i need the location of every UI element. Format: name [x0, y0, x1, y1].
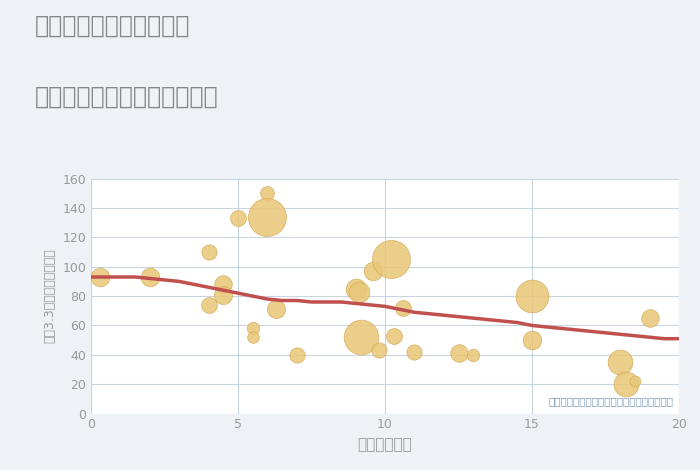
Point [247, 334, 258, 341]
Point [409, 348, 420, 356]
Point [203, 248, 214, 256]
Point [644, 314, 655, 322]
Point [291, 351, 302, 359]
Point [526, 292, 538, 300]
Point [385, 256, 396, 263]
Point [144, 273, 155, 281]
Point [374, 347, 385, 354]
Point [453, 350, 464, 357]
X-axis label: 駅距離（分）: 駅距離（分） [358, 437, 412, 452]
Point [271, 306, 282, 313]
Point [262, 189, 273, 197]
Point [356, 334, 367, 341]
Point [468, 351, 479, 359]
Point [397, 304, 408, 312]
Point [389, 332, 400, 339]
Point [615, 359, 626, 366]
Point [353, 288, 364, 296]
Text: 奈良県奈良市内侍原町の: 奈良県奈良市内侍原町の [35, 14, 190, 38]
Point [620, 381, 631, 388]
Point [247, 325, 258, 332]
Point [218, 291, 229, 298]
Point [94, 273, 106, 281]
Text: 駅距離別中古マンション価格: 駅距離別中古マンション価格 [35, 85, 218, 109]
Point [262, 213, 273, 220]
Point [629, 377, 641, 385]
Point [218, 281, 229, 288]
Point [232, 214, 244, 222]
Y-axis label: 坪（3.3㎡）単価（万円）: 坪（3.3㎡）単価（万円） [43, 249, 57, 344]
Point [368, 267, 379, 275]
Point [203, 301, 214, 309]
Text: 円の大きさは、取引のあった物件面積を示す: 円の大きさは、取引のあった物件面積を示す [548, 397, 673, 407]
Point [350, 285, 361, 292]
Point [526, 337, 538, 344]
